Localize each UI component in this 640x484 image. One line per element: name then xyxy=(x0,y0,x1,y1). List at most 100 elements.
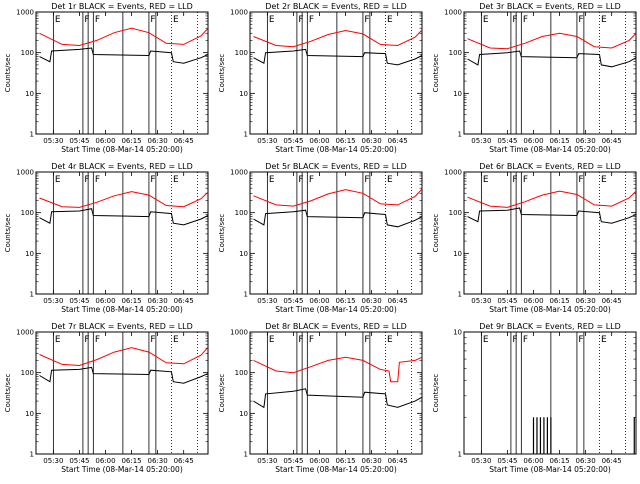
interval-marker-label: F xyxy=(512,15,517,25)
interval-marker-label: F xyxy=(578,175,583,185)
interval-marker-label: F xyxy=(150,335,155,345)
detector-panel-4: Det 4r BLACK = Events, RED = LLD 1 10 100 10… xyxy=(4,162,209,314)
interval-marker-label: E xyxy=(601,335,607,345)
y-tick-label: 1 xyxy=(244,451,248,459)
x-tick-label: 05:30 xyxy=(43,457,63,465)
x-axis-label: Start Time (08-Mar-14 05:20:00) xyxy=(61,465,183,474)
interval-marker-label: F xyxy=(578,335,583,345)
x-tick-label: 06:00 xyxy=(523,457,543,465)
x-axis-label: Start Time (08-Mar-14 05:20:00) xyxy=(489,465,611,474)
detector-panel-7: Det 7r BLACK = Events, RED = LLD 1 10 100 10… xyxy=(4,322,209,474)
interval-marker-label: F xyxy=(84,335,89,345)
x-tick-label: 05:45 xyxy=(283,297,303,305)
x-tick-label: 05:45 xyxy=(283,137,303,145)
x-tick-label: 06:30 xyxy=(576,457,596,465)
interval-marker-label: E xyxy=(387,335,393,345)
x-tick-label: 06:45 xyxy=(174,457,194,465)
panel-title: Det 4r BLACK = Events, RED = LLD xyxy=(51,162,193,171)
x-tick-label: 06:15 xyxy=(335,457,355,465)
x-axis-label: Start Time (08-Mar-14 05:20:00) xyxy=(275,465,397,474)
x-axis-label: Start Time (08-Mar-14 05:20:00) xyxy=(489,145,611,154)
x-tick-label: 05:30 xyxy=(471,297,491,305)
x-tick-label: 06:45 xyxy=(602,457,622,465)
interval-marker-label: E xyxy=(55,175,61,185)
interval-marker-label: E xyxy=(483,15,489,25)
y-tick-label: 100 xyxy=(235,49,248,57)
y-axis-label: Counts/sec xyxy=(4,214,12,253)
interval-marker-label: E xyxy=(173,15,179,25)
interval-marker-label: E xyxy=(55,15,61,25)
lld-series-line xyxy=(253,29,423,48)
interval-marker-label: F xyxy=(150,175,155,185)
x-tick-label: 06:15 xyxy=(335,137,355,145)
interval-marker-label: F xyxy=(309,15,314,25)
detector-panel-9: Det 9r BLACK = Events, RED = LLD 1 10 Count… xyxy=(432,322,637,474)
x-tick-label: 06:45 xyxy=(174,297,194,305)
y-tick-label: 1000 xyxy=(230,329,248,337)
interval-marker-label: E xyxy=(173,175,179,185)
x-tick-label: 06:00 xyxy=(95,457,115,465)
plot-frame xyxy=(463,331,637,455)
x-tick-label: 06:00 xyxy=(95,297,115,305)
x-tick-label: 05:30 xyxy=(43,297,63,305)
interval-marker-label: F xyxy=(298,335,303,345)
x-tick-label: 06:45 xyxy=(388,457,408,465)
panel-title: Det 7r BLACK = Events, RED = LLD xyxy=(51,322,193,331)
x-tick-label: 06:15 xyxy=(335,297,355,305)
x-axis-label: Start Time (08-Mar-14 05:20:00) xyxy=(61,305,183,314)
x-tick-label: 06:30 xyxy=(576,137,596,145)
y-tick-label: 1000 xyxy=(444,9,462,17)
x-tick-label: 06:30 xyxy=(362,297,382,305)
x-axis-label: Start Time (08-Mar-14 05:20:00) xyxy=(275,145,397,154)
x-tick-label: 06:15 xyxy=(121,457,141,465)
lld-series-line xyxy=(253,188,423,207)
y-tick-label: 1000 xyxy=(230,169,248,177)
detector-panel-3: Det 3r BLACK = Events, RED = LLD 1 10 100 10… xyxy=(432,2,637,154)
detector-panel-2: Det 2r BLACK = Events, RED = LLD 1 10 100 10… xyxy=(218,2,423,154)
y-tick-label: 1 xyxy=(244,131,248,139)
y-tick-label: 1 xyxy=(30,451,34,459)
y-tick-label: 10 xyxy=(239,410,248,418)
interval-marker-label: F xyxy=(298,15,303,25)
x-tick-label: 05:45 xyxy=(69,297,89,305)
interval-marker-label: E xyxy=(269,335,275,345)
interval-marker-label: F xyxy=(309,335,314,345)
y-tick-label: 100 xyxy=(21,49,34,57)
x-tick-label: 06:30 xyxy=(576,297,596,305)
y-tick-label: 1000 xyxy=(16,329,34,337)
x-tick-label: 05:45 xyxy=(497,297,517,305)
interval-marker-label: F xyxy=(578,15,583,25)
x-tick-label: 06:30 xyxy=(148,457,168,465)
interval-marker-label: E xyxy=(601,175,607,185)
x-tick-label: 05:30 xyxy=(257,457,277,465)
x-tick-label: 06:45 xyxy=(388,297,408,305)
y-tick-label: 100 xyxy=(235,369,248,377)
panel-title: Det 6r BLACK = Events, RED = LLD xyxy=(479,162,621,171)
plot-frame xyxy=(35,11,209,135)
events-series-line xyxy=(253,209,423,228)
interval-marker-label: F xyxy=(364,175,369,185)
detector-panel-5: Det 5r BLACK = Events, RED = LLD 1 10 100 10… xyxy=(218,162,423,314)
plot-frame xyxy=(463,171,637,295)
interval-marker-label: E xyxy=(483,335,489,345)
y-tick-label: 100 xyxy=(21,209,34,217)
interval-marker-label: F xyxy=(512,175,517,185)
y-tick-label: 1000 xyxy=(230,9,248,17)
interval-marker-label: F xyxy=(95,15,100,25)
panel-title: Det 1r BLACK = Events, RED = LLD xyxy=(51,2,193,11)
y-tick-label: 10 xyxy=(239,90,248,98)
x-tick-label: 06:30 xyxy=(148,297,168,305)
interval-marker-label: F xyxy=(84,175,89,185)
y-tick-label: 1 xyxy=(244,291,248,299)
y-tick-label: 10 xyxy=(453,90,462,98)
events-series-line xyxy=(253,388,423,409)
interval-marker-label: E xyxy=(269,15,275,25)
plot-frame xyxy=(35,331,209,455)
x-tick-label: 06:00 xyxy=(523,137,543,145)
x-tick-label: 05:45 xyxy=(497,457,517,465)
interval-marker-label: E xyxy=(483,175,489,185)
x-tick-label: 05:45 xyxy=(283,457,303,465)
interval-marker-label: E xyxy=(55,335,61,345)
y-tick-label: 10 xyxy=(239,250,248,258)
